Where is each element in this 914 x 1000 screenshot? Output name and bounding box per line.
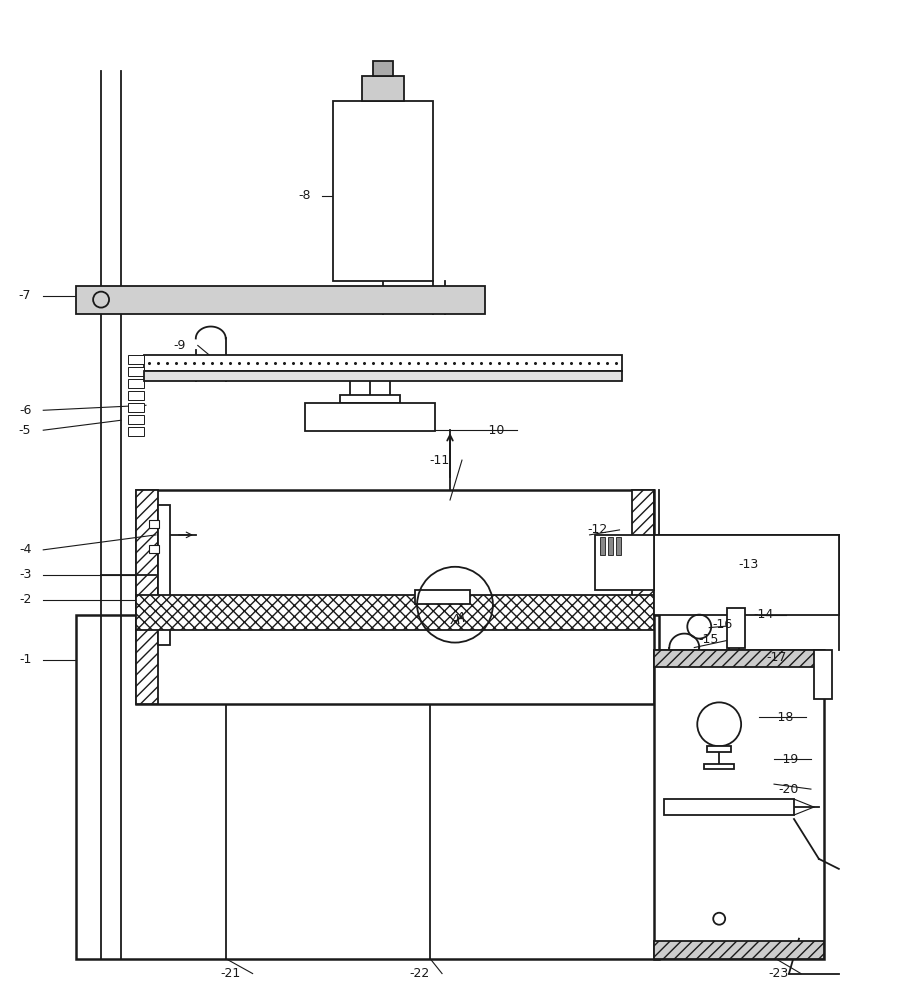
Bar <box>373 61 393 76</box>
Text: A: A <box>455 611 464 625</box>
Bar <box>340 395 400 403</box>
Text: -8: -8 <box>298 189 311 202</box>
Bar <box>143 371 622 381</box>
Text: -20: -20 <box>779 783 799 796</box>
Bar <box>632 490 654 615</box>
Bar <box>664 799 794 815</box>
Bar <box>128 379 143 388</box>
Bar <box>705 764 734 769</box>
Bar <box>136 595 654 630</box>
Bar <box>128 355 143 364</box>
Bar <box>158 505 170 645</box>
Text: -14: -14 <box>754 608 774 621</box>
Bar <box>654 650 824 959</box>
Bar <box>128 427 143 436</box>
Text: -17: -17 <box>767 651 787 664</box>
Text: -13: -13 <box>739 558 760 571</box>
Bar <box>615 537 621 555</box>
Bar <box>149 520 159 528</box>
Bar <box>707 746 731 752</box>
Text: -10: -10 <box>484 424 505 437</box>
Bar <box>654 650 824 667</box>
Text: -23: -23 <box>769 967 789 980</box>
Bar <box>654 941 824 959</box>
Bar <box>136 490 158 704</box>
Text: -3: -3 <box>19 568 31 581</box>
Bar <box>813 650 832 699</box>
Bar <box>128 391 143 400</box>
Text: -5: -5 <box>19 424 31 437</box>
Bar <box>595 535 654 590</box>
Text: -15: -15 <box>699 633 719 646</box>
Bar <box>128 403 143 412</box>
Text: -7: -7 <box>19 289 31 302</box>
Text: -6: -6 <box>19 404 31 417</box>
Bar <box>654 535 839 615</box>
Bar <box>305 403 435 431</box>
Bar <box>334 101 433 281</box>
Text: -18: -18 <box>773 711 794 724</box>
Bar <box>600 537 604 555</box>
Bar <box>149 545 159 553</box>
Bar <box>728 608 745 648</box>
Bar <box>128 415 143 424</box>
Text: -19: -19 <box>779 753 799 766</box>
Bar <box>415 590 470 604</box>
Text: -12: -12 <box>588 523 608 536</box>
Bar <box>362 76 404 101</box>
Bar <box>128 367 143 376</box>
Bar <box>76 286 485 314</box>
Text: -22: -22 <box>409 967 430 980</box>
Bar <box>136 490 654 704</box>
Text: -2: -2 <box>19 593 31 606</box>
Bar <box>76 615 659 959</box>
Text: -21: -21 <box>220 967 240 980</box>
Text: -1: -1 <box>19 653 31 666</box>
Text: -9: -9 <box>174 339 186 352</box>
Bar <box>608 537 612 555</box>
Text: -4: -4 <box>19 543 31 556</box>
Text: A: A <box>451 613 460 627</box>
Text: -11: -11 <box>430 454 450 467</box>
Text: -16: -16 <box>712 618 732 631</box>
Bar <box>143 355 622 371</box>
